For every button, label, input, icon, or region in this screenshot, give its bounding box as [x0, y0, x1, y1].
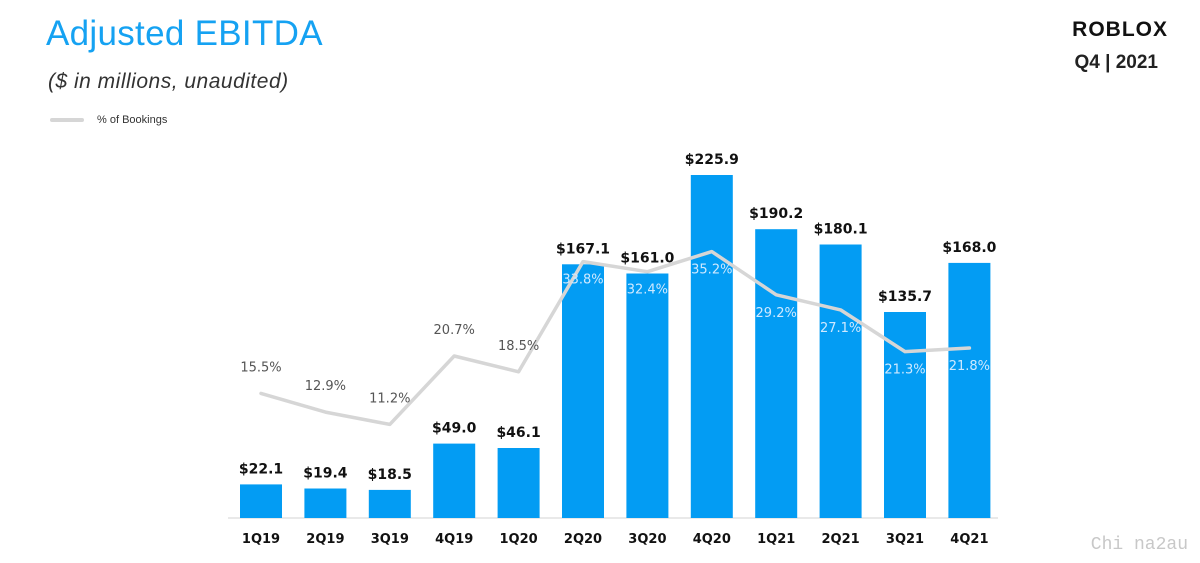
bar-2q21 — [819, 244, 862, 518]
legend-label-pct-bookings: % of Bookings — [97, 114, 168, 126]
watermark: Chi na2au — [1090, 535, 1188, 555]
page-title: Adjusted EBITDA — [46, 14, 323, 53]
pct-label-2q20: 33.8% — [562, 273, 603, 288]
pct-bookings-line — [259, 249, 972, 427]
bar-4q20 — [690, 175, 733, 518]
value-label-1q21: $190.2 — [749, 206, 803, 222]
category-label-3q21: 3Q21 — [886, 532, 924, 547]
pct-label-1q19: 15.5% — [240, 360, 281, 375]
roblox-logo: ROBLOX — [1072, 18, 1168, 41]
value-label-3q19: $18.5 — [368, 467, 412, 483]
pct-label-2q19: 12.9% — [305, 379, 346, 394]
pct-label-3q19: 11.2% — [369, 391, 410, 406]
page-subtitle: ($ in millions, unaudited) — [48, 70, 289, 93]
category-label-1q20: 1Q20 — [500, 532, 538, 547]
chart-legend: % of Bookings — [50, 114, 167, 126]
value-label-2q20: $167.1 — [556, 241, 610, 257]
value-label-4q19: $49.0 — [432, 421, 477, 437]
value-label-2q21: $180.1 — [814, 222, 868, 238]
bar-3q21 — [884, 312, 926, 518]
bars-group — [240, 175, 991, 518]
pct-label-4q20: 35.2% — [691, 263, 732, 278]
bar-1q20 — [497, 448, 540, 518]
bar-3q19 — [368, 489, 411, 518]
category-label-4q19: 4Q19 — [435, 532, 473, 547]
category-label-3q19: 3Q19 — [371, 532, 409, 547]
category-label-3q20: 3Q20 — [628, 532, 666, 547]
value-label-2q19: $19.4 — [303, 466, 348, 482]
category-label-4q21: 4Q21 — [950, 532, 988, 547]
value-label-1q19: $22.1 — [239, 461, 283, 477]
pct-label-1q20: 18.5% — [498, 339, 539, 354]
category-label-2q21: 2Q21 — [822, 532, 860, 547]
value-label-4q21: $168.0 — [942, 240, 996, 256]
value-label-3q20: $161.0 — [620, 251, 674, 267]
period-label: Q4 | 2021 — [1074, 52, 1159, 73]
category-label-1q21: 1Q21 — [757, 532, 795, 547]
bar-3q20 — [626, 273, 669, 518]
pct-label-4q21: 21.8% — [949, 359, 990, 374]
bar-2q20 — [562, 264, 604, 518]
pct-label-4q19: 20.7% — [434, 323, 475, 338]
value-label-1q20: $46.1 — [496, 425, 540, 441]
value-label-4q20: $225.9 — [685, 152, 739, 168]
bar-4q21 — [948, 262, 991, 518]
category-label-4q20: 4Q20 — [693, 532, 731, 547]
category-label-2q20: 2Q20 — [564, 532, 602, 547]
pct-label-2q21: 27.1% — [820, 321, 861, 336]
category-label-1q19: 1Q19 — [242, 532, 280, 547]
bar-1q19 — [240, 484, 282, 518]
pct-label-1q21: 29.2% — [756, 306, 797, 321]
value-label-3q21: $135.7 — [878, 289, 932, 305]
bar-1q21 — [755, 229, 798, 518]
category-label-2q19: 2Q19 — [306, 532, 344, 547]
pct-label-3q21: 21.3% — [884, 363, 925, 378]
pct-label-3q20: 32.4% — [627, 283, 668, 298]
bar-2q19 — [304, 488, 347, 518]
labels-group: 1Q19 $22.1 2Q19 $19.4 3Q19 $18.5 4Q19 $49.0 1Q20… — [239, 152, 997, 547]
legend-line-swatch — [50, 118, 84, 122]
bar-4q19 — [433, 443, 476, 518]
